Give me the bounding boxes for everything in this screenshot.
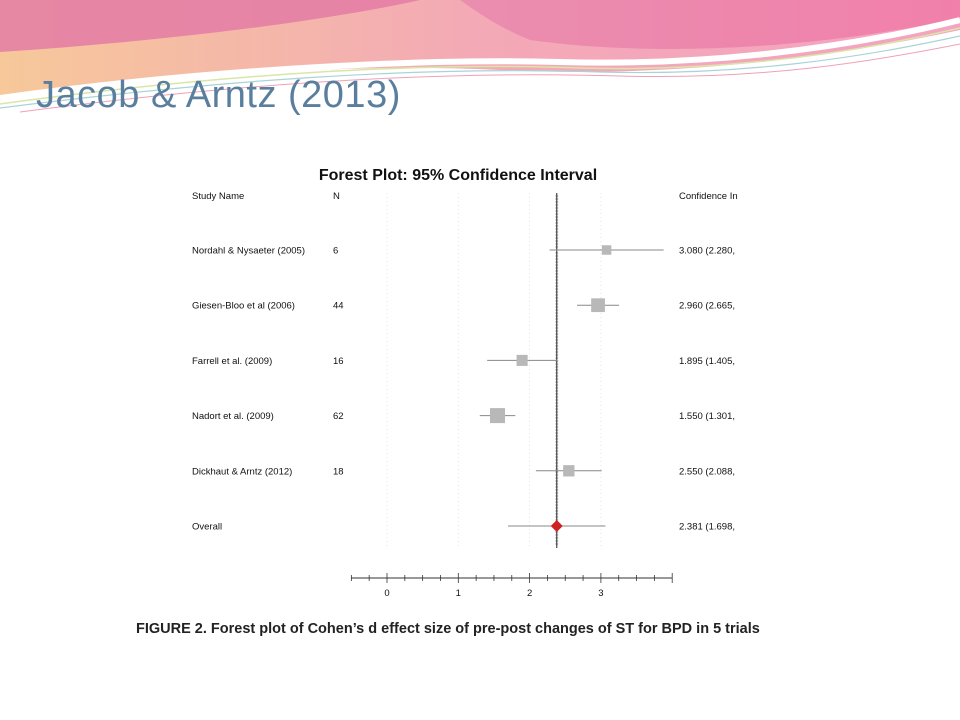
study-ci-label: 1.895 (1.405, — [679, 356, 735, 367]
study-name-label: Giesen-Bloo et al (2006) — [192, 301, 295, 312]
forest-plot: Forest Plot: 95% Confidence Interval Stu… — [192, 167, 738, 599]
slide-title: Jacob & Arntz (2013) — [36, 74, 401, 116]
header-confidence-interval: Confidence In — [679, 191, 738, 202]
header-study-name: Study Name — [192, 191, 244, 202]
study-n-label: 44 — [333, 301, 344, 312]
study-name-label: Dickhaut & Arntz (2012) — [192, 466, 292, 477]
study-effect-marker — [591, 298, 605, 313]
slide-banner-decoration — [0, 0, 960, 113]
x-tick-label: 3 — [598, 588, 603, 599]
forest-rows: Nordahl & Nysaeter (2005) 6 3.080 (2.280, G… — [192, 246, 735, 533]
study-effect-marker — [516, 354, 528, 366]
x-tick-label: 0 — [384, 588, 389, 599]
study-effect-marker — [563, 465, 575, 477]
plot-area — [386, 193, 664, 548]
figure-caption: FIGURE 2. Forest plot of Cohen’s d effec… — [136, 621, 760, 637]
forest-plot-figure: Forest Plot: 95% Confidence Interval Stu… — [124, 148, 782, 670]
overall-label: Overall — [192, 522, 222, 533]
study-name-label: Nordahl & Nysaeter (2005) — [192, 246, 305, 257]
x-axis: 0 1 2 3 — [350, 573, 673, 599]
study-n-label: 18 — [333, 466, 344, 477]
overall-ci-label: 2.381 (1.698, — [679, 522, 735, 533]
study-n-label: 16 — [333, 356, 344, 367]
overall-effect-diamond — [550, 520, 563, 532]
study-n-label: 62 — [333, 411, 344, 422]
study-name-label: Farrell et al. (2009) — [192, 356, 272, 367]
study-n-label: 6 — [333, 246, 338, 257]
study-effect-marker — [601, 245, 612, 255]
study-ci-label: 2.550 (2.088, — [679, 466, 735, 477]
study-name-label: Nadort et al. (2009) — [192, 411, 274, 422]
study-effect-marker — [490, 408, 506, 424]
chart-title: Forest Plot: 95% Confidence Interval — [319, 167, 597, 184]
study-ci-label: 3.080 (2.280, — [679, 246, 735, 257]
x-tick-label: 1 — [456, 588, 461, 599]
study-ci-label: 1.550 (1.301, — [679, 411, 735, 422]
study-ci-label: 2.960 (2.665, — [679, 301, 735, 312]
x-tick-label: 2 — [527, 588, 532, 599]
header-n: N — [333, 191, 340, 202]
